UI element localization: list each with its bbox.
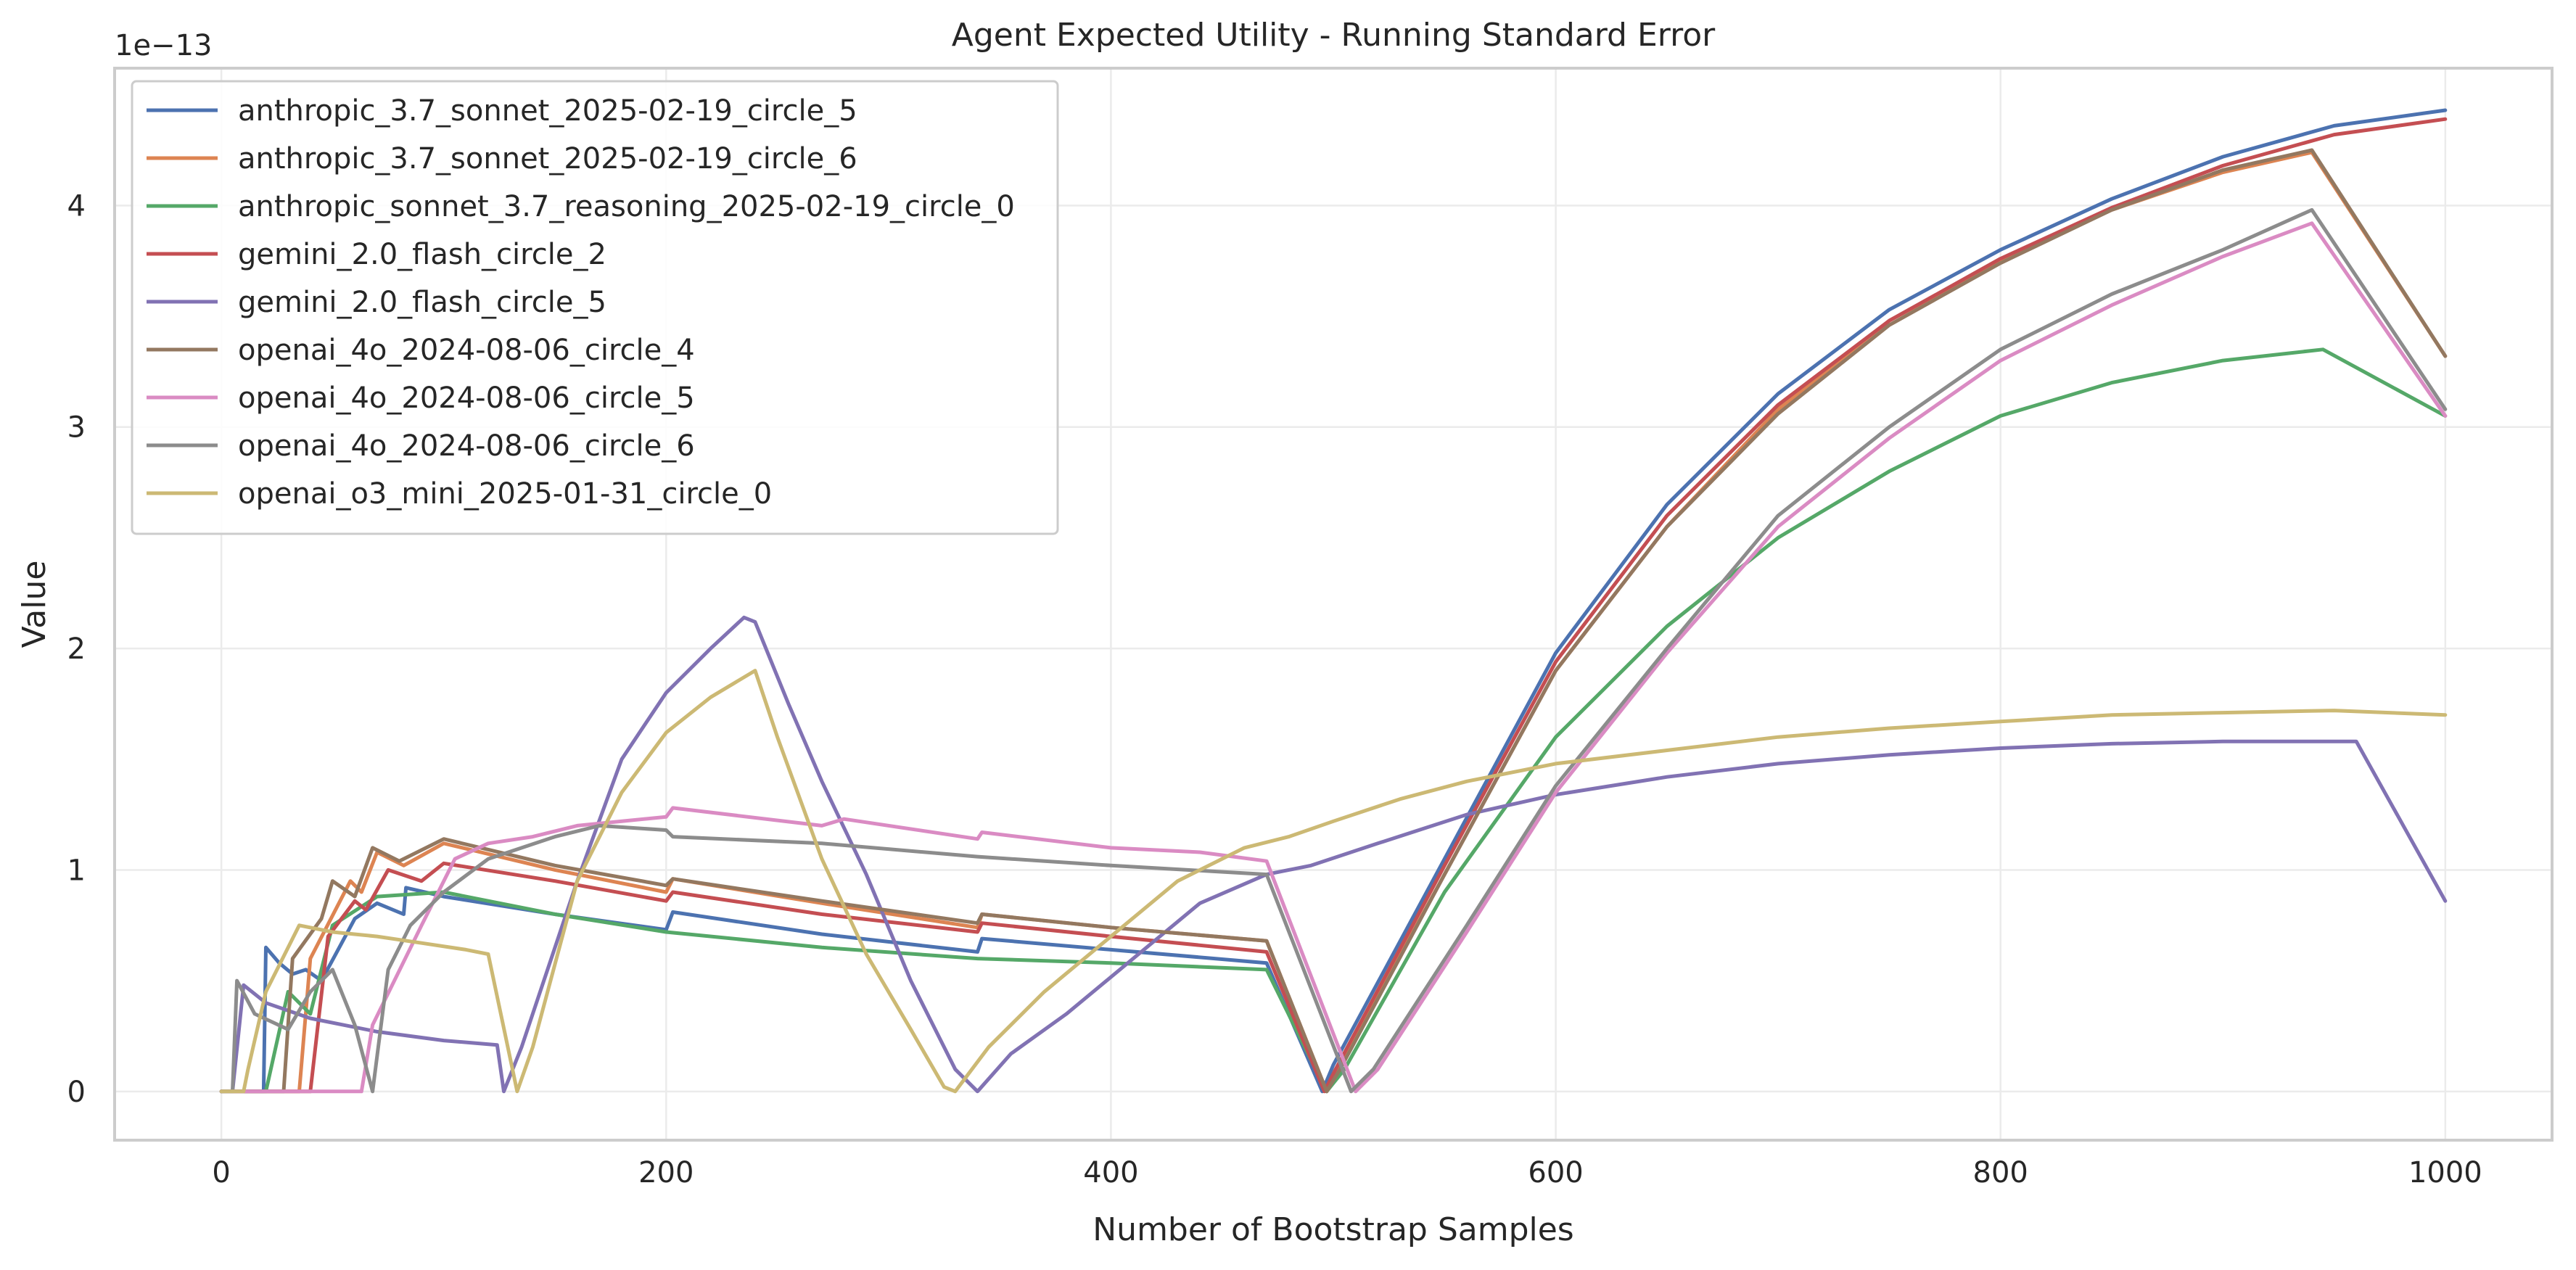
series-line-8 xyxy=(219,669,2448,1094)
series-line-4 xyxy=(219,615,2448,1094)
x-tick-label: 400 xyxy=(1083,1156,1138,1189)
series-line-7 xyxy=(219,207,2448,1094)
y-tick-label: 3 xyxy=(67,411,86,445)
x-tick-label: 200 xyxy=(638,1156,694,1189)
series-line-5 xyxy=(219,148,2448,1094)
grid xyxy=(115,68,2552,1140)
y-tick-label: 1 xyxy=(67,854,86,887)
legend-label: openai_4o_2024-08-06_circle_4 xyxy=(238,334,695,367)
x-tick-label: 0 xyxy=(212,1156,230,1189)
legend-box xyxy=(131,80,1059,535)
series-line-6 xyxy=(219,221,2448,1094)
legend-label: anthropic_3.7_sonnet_2025-02-19_circle_6 xyxy=(238,142,857,176)
legend-label: openai_4o_2024-08-06_circle_6 xyxy=(238,429,695,463)
y-tick-label: 0 xyxy=(67,1076,86,1109)
y-tick-label: 4 xyxy=(67,189,86,223)
y-offset-label: 1e−13 xyxy=(115,29,212,62)
legend-label: openai_o3_mini_2025-01-31_circle_0 xyxy=(238,477,772,511)
x-tick-labels: 0 200 400 600 800 1000 xyxy=(212,1156,2482,1189)
y-axis-title: Value xyxy=(16,561,53,648)
legend: anthropic_3.7_sonnet_2025-02-19_circle_5… xyxy=(131,80,1059,535)
x-tick-label: 800 xyxy=(1973,1156,2028,1189)
legend-label: gemini_2.0_flash_circle_5 xyxy=(238,286,606,319)
plot-frame xyxy=(113,67,2554,1142)
legend-label: anthropic_sonnet_3.7_reasoning_2025-02-1… xyxy=(238,190,1015,223)
chart-title: Agent Expected Utility - Running Standar… xyxy=(952,17,1716,54)
series-line-2 xyxy=(219,347,2448,1094)
x-tick-label: 1000 xyxy=(2408,1156,2482,1189)
legend-label: gemini_2.0_flash_circle_2 xyxy=(238,238,606,271)
legend-label: openai_4o_2024-08-06_circle_5 xyxy=(238,382,695,415)
y-tick-labels: 0 1 2 3 4 xyxy=(67,189,86,1108)
x-axis-title: Number of Bootstrap Samples xyxy=(1092,1211,1573,1248)
x-tick-label: 600 xyxy=(1528,1156,1583,1189)
series-layer xyxy=(219,108,2448,1094)
series-line-3 xyxy=(219,117,2448,1094)
y-tick-label: 2 xyxy=(67,632,86,666)
legend-label: anthropic_3.7_sonnet_2025-02-19_circle_5 xyxy=(238,94,857,128)
